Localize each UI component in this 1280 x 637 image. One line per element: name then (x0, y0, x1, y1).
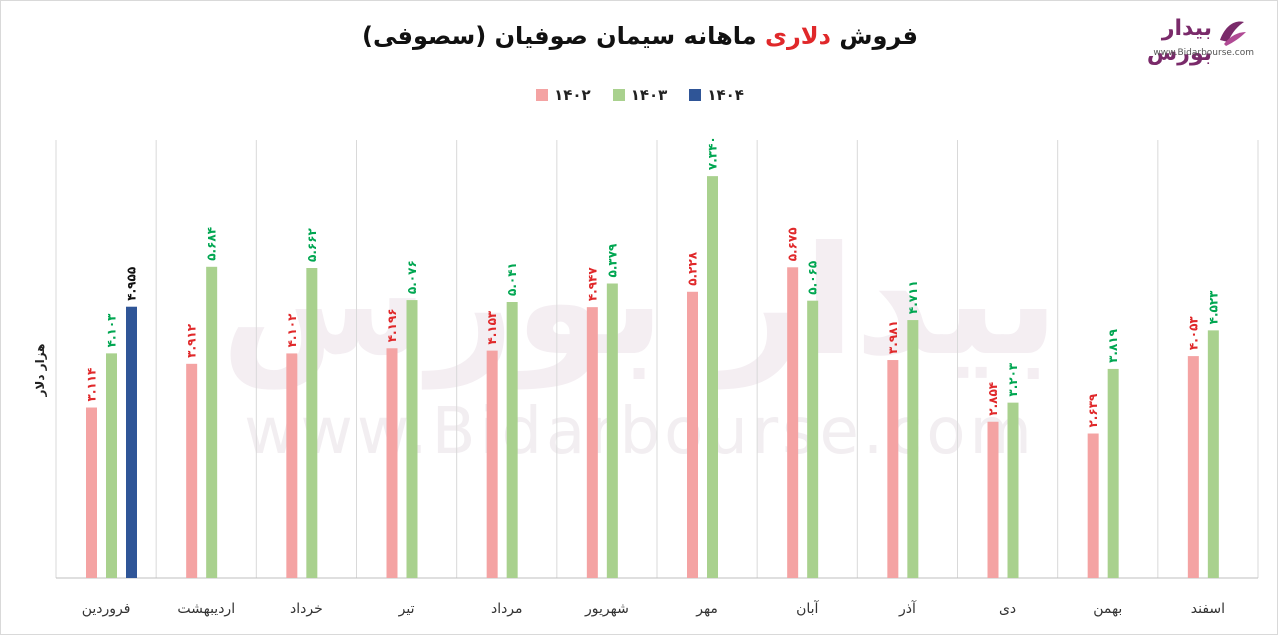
bar-۱۴۰۲-اردیبهشت (186, 363, 198, 578)
legend-swatch-1403 (612, 89, 625, 101)
bar-۱۴۰۳-بهمن (1107, 368, 1119, 578)
bar-۱۴۰۳-مرداد (506, 302, 518, 578)
legend-swatch-1402 (536, 89, 549, 101)
bar-۱۴۰۳-اسفند (1207, 330, 1219, 578)
logo-mark-icon (1220, 21, 1246, 46)
data-label: ۴.۰۵۳ (1186, 316, 1200, 351)
data-label: ۴.۱۰۳ (105, 313, 119, 348)
title-accent: دلاری (764, 22, 831, 50)
bar-۱۴۰۲-آبان (787, 267, 799, 578)
x-tick-label: آذر (898, 600, 917, 617)
bar-۱۴۰۳-دی (1007, 402, 1019, 578)
bar-۱۴۰۲-بهمن (1087, 433, 1099, 578)
legend-swatch-1404 (689, 89, 702, 101)
data-label: ۴.۷۱۱ (906, 280, 920, 314)
data-label: ۴.۱۹۶ (385, 308, 399, 342)
bar-۱۴۰۲-آذر (887, 360, 899, 578)
bar-۱۴۰۳-خرداد (306, 268, 318, 578)
legend-item-1402: ۱۴۰۲ (536, 86, 591, 104)
data-label: ۴.۱۰۲ (285, 313, 299, 348)
x-tick-label: دی (999, 601, 1016, 617)
legend-label-1404: ۱۴۰۴ (707, 86, 744, 104)
legend-item-1403: ۱۴۰۳ (612, 86, 668, 104)
data-label: ۵.۰۴۱ (505, 262, 519, 296)
x-tick-label: تیر (398, 601, 415, 617)
legend-label-1403: ۱۴۰۳ (630, 86, 668, 104)
bar-۱۴۰۲-دی (987, 421, 999, 578)
logo-url: www.Bidarbourse.com (1153, 48, 1254, 58)
data-label: ۴.۹۵۵ (125, 267, 139, 301)
x-tick-label: خرداد (290, 601, 323, 617)
x-tick-label: مرداد (491, 601, 523, 617)
data-label: ۵.۰۶۵ (806, 261, 820, 295)
bar-۱۴۰۳-شهریور (606, 283, 618, 578)
data-label: ۳.۸۱۹ (1106, 328, 1120, 363)
bar-۱۴۰۳-فروردین (106, 353, 117, 578)
legend-item-1404: ۱۴۰۴ (689, 86, 744, 104)
data-label: ۲.۶۳۹ (1086, 393, 1100, 428)
x-tick-label: مهر (695, 601, 718, 617)
bar-۱۴۰۳-تیر (406, 300, 418, 578)
bar-۱۴۰۲-مهر (687, 291, 698, 578)
chart-title: فروش دلاری ماهانه سیمان صوفیان (سصوفی) (0, 22, 1280, 50)
bar-۱۴۰۲-اسفند (1187, 356, 1199, 578)
bar-۱۴۰۳-آذر (907, 320, 919, 578)
data-label: ۷.۳۴۰ (706, 136, 720, 170)
bar-۱۴۰۴-فروردین (126, 306, 137, 578)
data-label: ۵.۶۶۲ (305, 227, 319, 262)
bar-۱۴۰۳-اردیبهشت (206, 266, 218, 578)
data-label: ۵.۶۷۵ (786, 227, 800, 261)
bar-۱۴۰۲-شهریور (586, 307, 598, 578)
data-label: ۴.۹۴۷ (585, 267, 599, 302)
bar-۱۴۰۳-مهر (707, 176, 718, 578)
logo-name: بیدار بورس (1146, 16, 1212, 66)
data-label: ۵.۰۷۶ (405, 260, 419, 294)
data-label: ۵.۳۷۹ (605, 243, 619, 278)
data-label: ۳.۲۰۳ (1006, 362, 1020, 397)
legend-label-1402: ۱۴۰۲ (554, 86, 591, 104)
data-label: ۳.۹۱۲ (185, 323, 199, 358)
x-tick-label: آبان (796, 600, 819, 617)
legend: ۱۴۰۲ ۱۴۰۳ ۱۴۰۴ (0, 86, 1280, 104)
x-tick-label: اسفند (1191, 601, 1225, 617)
bar-۱۴۰۲-تیر (386, 348, 398, 578)
title-part1: فروش (839, 22, 919, 50)
data-label: ۵.۶۸۴ (205, 227, 219, 261)
x-tick-label: اردیبهشت (177, 601, 235, 617)
title-part2: ماهانه سیمان صوفیان (سصوفی) (361, 22, 757, 50)
data-label: ۴.۵۲۳ (1206, 290, 1220, 325)
bar-۱۴۰۲-فروردین (86, 407, 97, 578)
bar-۱۴۰۲-خرداد (286, 353, 298, 578)
data-label: ۳.۱۱۴ (85, 368, 99, 402)
x-tick-label: فروردین (82, 601, 131, 617)
x-tick-label: شهریور (584, 601, 629, 617)
data-label: ۴.۱۵۳ (485, 310, 499, 345)
data-label: ۵.۲۲۸ (686, 251, 700, 286)
brand-logo[interactable]: بیدار بورس www.Bidarbourse.com (1104, 10, 1254, 66)
bar-۱۴۰۳-آبان (807, 300, 819, 578)
x-tick-label: بهمن (1093, 601, 1122, 617)
data-label: ۲.۸۵۴ (986, 382, 1000, 416)
data-label: ۳.۹۸۱ (886, 320, 900, 354)
bar-۱۴۰۲-مرداد (486, 350, 498, 578)
